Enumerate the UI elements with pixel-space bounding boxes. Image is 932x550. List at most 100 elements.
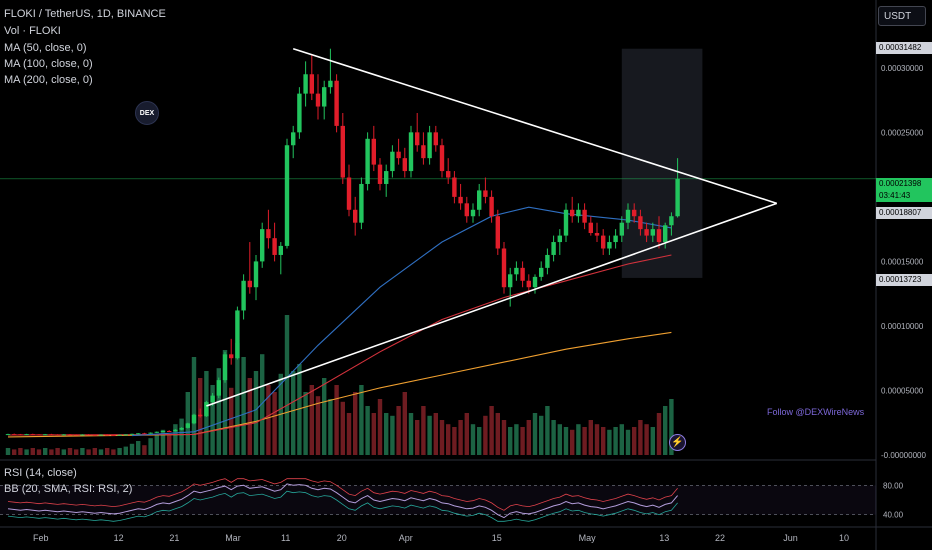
candle-body [61, 434, 66, 436]
candle-body [446, 171, 451, 178]
candle-body [508, 274, 513, 288]
candle-body [539, 267, 544, 277]
volume-bar [111, 449, 116, 455]
volume-bar [644, 424, 649, 455]
candle-body [669, 216, 674, 226]
volume-bar [322, 378, 327, 455]
bb-upper-line [7, 478, 678, 511]
ma50-legend[interactable]: MA (50, close, 0) [4, 42, 87, 54]
candle-body [105, 434, 110, 436]
volume-bar [408, 413, 414, 455]
rsi-legend[interactable]: RSI (14, close) [4, 467, 77, 479]
support-trendline [206, 202, 778, 407]
ma200-legend[interactable]: MA (200, close, 0) [4, 74, 93, 86]
volume-bar [61, 449, 66, 455]
candle-body [464, 203, 469, 217]
candle-body [173, 429, 178, 432]
ma200-line [7, 331, 672, 438]
rsi-band [0, 485, 876, 515]
volume-bar [340, 401, 345, 455]
volume-bar [365, 406, 370, 455]
volume-bar [136, 441, 141, 455]
candle-body [80, 434, 85, 436]
candle-body [346, 177, 352, 210]
candle-body [30, 434, 35, 436]
volume-bar [210, 385, 215, 455]
target-zone [621, 48, 703, 278]
volume-bar [353, 392, 358, 455]
candle-body [86, 434, 91, 436]
y-tick-label: 0.00015000 [881, 257, 924, 266]
volume-bar [508, 427, 513, 455]
candle-body [644, 229, 649, 236]
watermark-text: Follow @DEXWireNews [767, 407, 865, 417]
candle-body [501, 248, 507, 288]
level-low-label: 0.00013723 [876, 274, 932, 286]
volume-bar [241, 357, 246, 455]
y-tick-label: 0.00025000 [881, 128, 924, 137]
candle-body [142, 433, 147, 435]
y-tick-label: -0.00000000 [881, 451, 926, 460]
volume-bar [594, 424, 600, 455]
volume-bar [557, 424, 562, 455]
volume-bar [92, 448, 97, 455]
volume-bar [576, 424, 581, 455]
candle-body [210, 395, 215, 403]
currency-button[interactable]: USDT [878, 6, 926, 26]
candle-body [235, 310, 240, 359]
volume-bar [588, 420, 593, 455]
volume-bar [291, 371, 296, 455]
volume-bar [18, 448, 23, 455]
candle-body [663, 225, 668, 243]
symbol-legend[interactable]: FLOKI / TetherUS, 1D, BINANCE [4, 8, 166, 20]
volume-bar [67, 448, 73, 455]
candle-body [470, 209, 476, 217]
candle-body [638, 216, 643, 230]
candle-body [297, 93, 302, 133]
volume-bar [272, 392, 277, 455]
ma100-legend[interactable]: MA (100, close, 0) [4, 58, 93, 70]
candle-body [365, 138, 370, 184]
candle-body [309, 74, 314, 94]
volume-bar [86, 449, 91, 455]
candle-body [557, 235, 562, 243]
volume-bar [222, 350, 228, 455]
candle-body [179, 427, 184, 430]
candle-body [396, 151, 401, 159]
candle-body [526, 280, 531, 288]
candle-body [266, 229, 271, 239]
volume-bar [284, 315, 290, 455]
vol-legend[interactable]: Vol · FLOKI [4, 25, 61, 37]
volume-bar [656, 413, 662, 455]
candle-body [43, 434, 48, 436]
candle-body [439, 145, 445, 172]
volume-bar [489, 406, 494, 455]
volume-bar [421, 406, 426, 455]
candle-body [322, 87, 327, 107]
volume-bar [427, 415, 432, 455]
candle-body [167, 430, 172, 432]
volume-bar [607, 429, 612, 455]
candle-body [582, 209, 587, 223]
rsi-line [7, 483, 678, 519]
lightning-icon[interactable]: ⚡ [669, 434, 686, 451]
x-tick-label: Mar [225, 533, 241, 543]
candle-body [111, 434, 116, 436]
candle-body [588, 222, 593, 234]
candle-body [123, 434, 128, 436]
candle-body [67, 434, 73, 436]
bb-legend[interactable]: BB (20, SMA, RSI: RSI, 2) [4, 483, 133, 495]
candle-body [92, 434, 97, 436]
y-tick-label: 0.00030000 [881, 64, 924, 73]
volume-bar [30, 448, 35, 455]
candle-body [408, 132, 414, 172]
candle-body [570, 209, 575, 217]
candle-body [384, 171, 389, 184]
candle-body [18, 434, 23, 436]
volume-bar [253, 371, 259, 455]
candle-body [594, 233, 600, 236]
countdown-label: 03:41:43 [876, 190, 932, 202]
volume-bar [669, 399, 674, 455]
